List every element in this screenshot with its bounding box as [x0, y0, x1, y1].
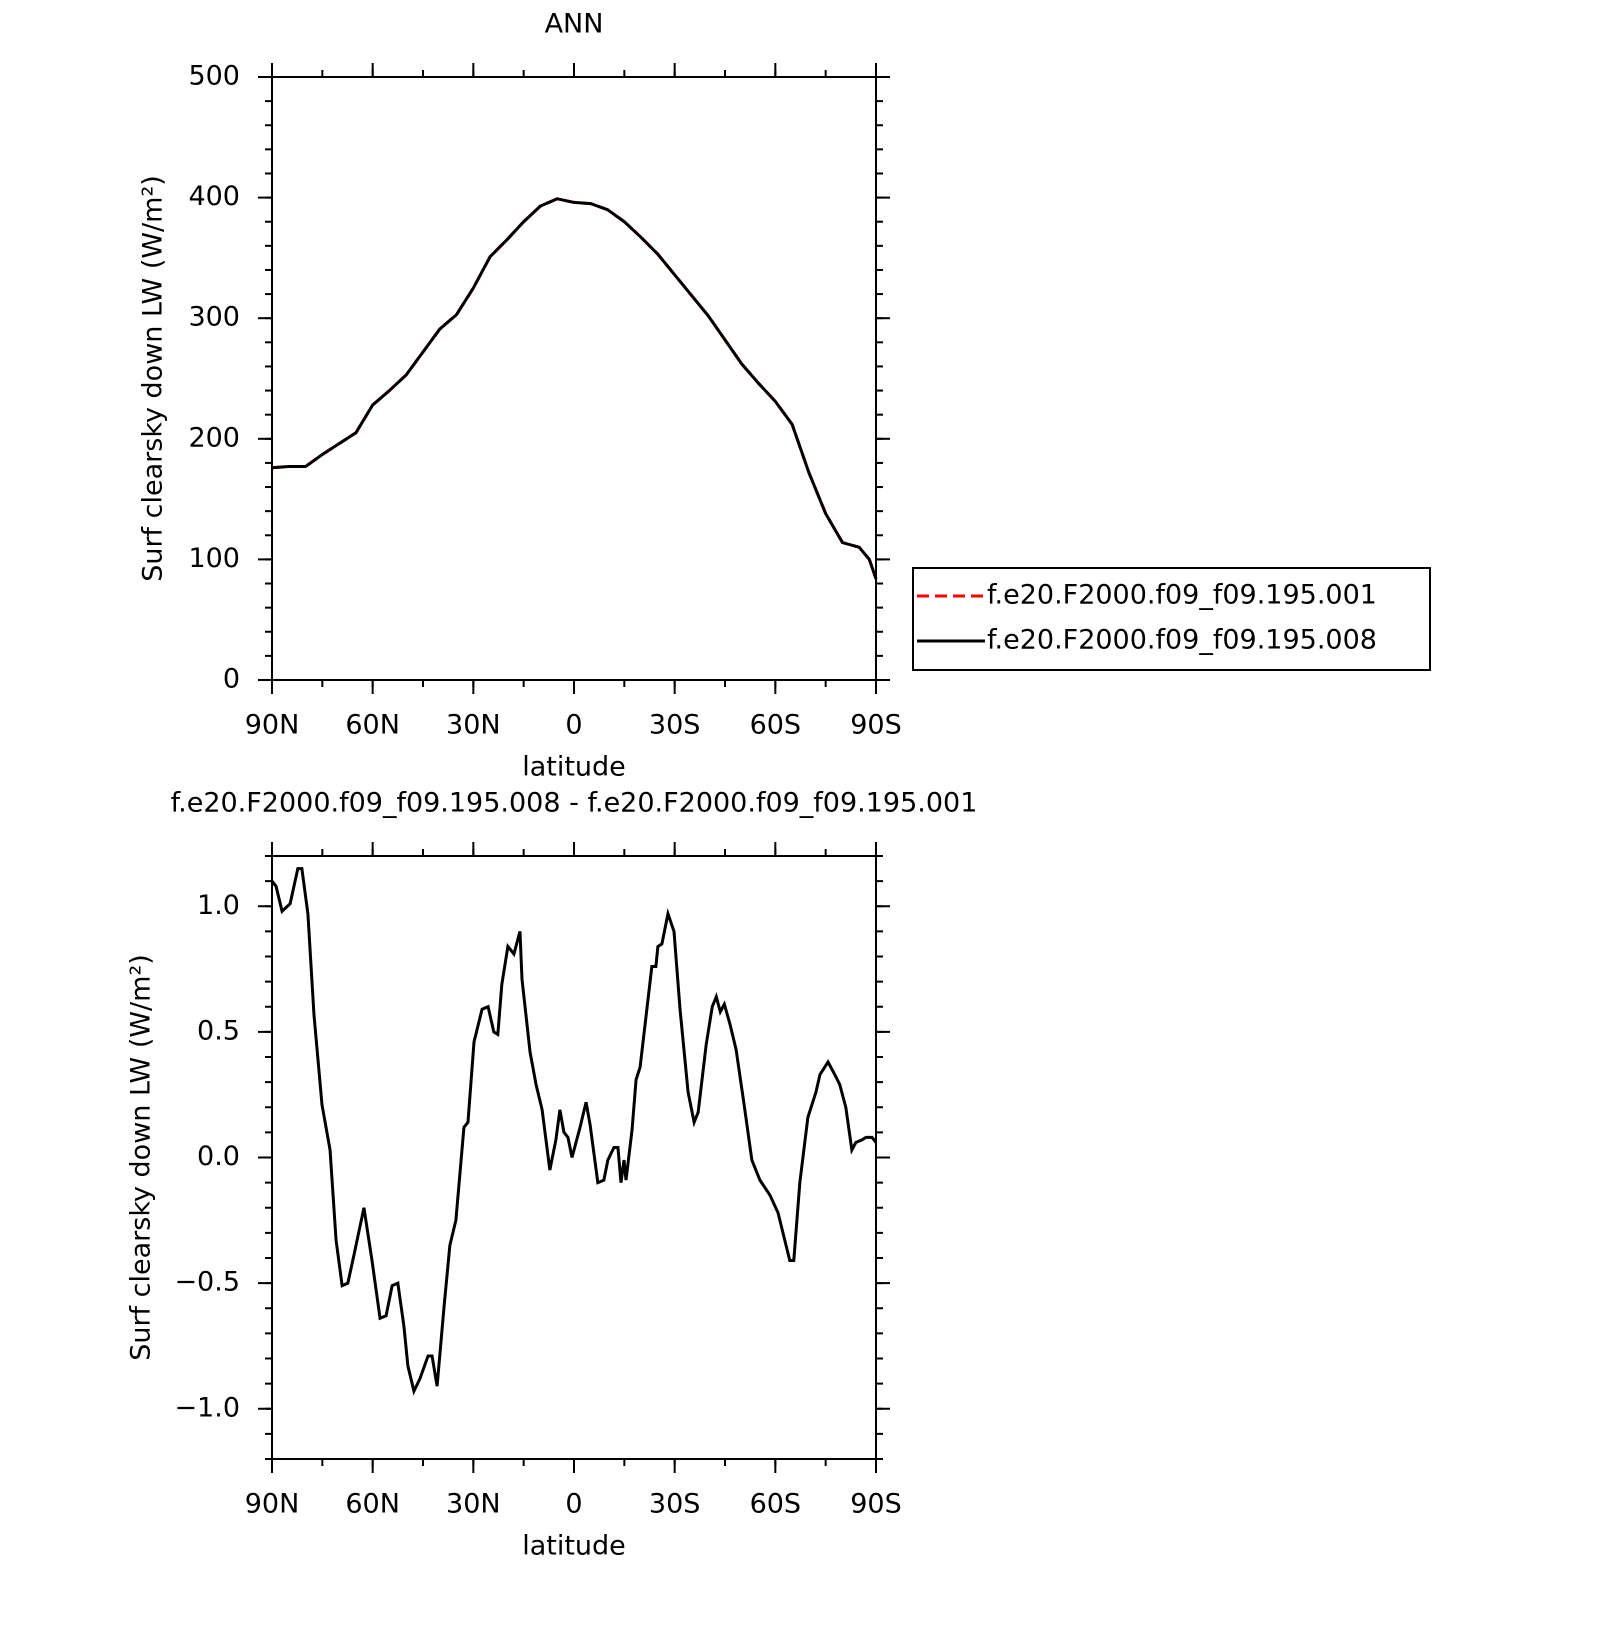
- y-tick-label: 300: [188, 302, 240, 333]
- x-tick-label: 30N: [446, 1489, 501, 1520]
- legend-label: f.e20.F2000.f09_f09.195.008: [987, 625, 1377, 656]
- series-line: [271, 197, 878, 580]
- y-tick-label: 400: [188, 181, 240, 212]
- y-tick-label: 100: [188, 543, 240, 574]
- x-tick-label: 90S: [850, 710, 902, 741]
- y-tick-label: 0: [223, 664, 240, 695]
- x-tick-label: 90N: [245, 710, 300, 741]
- x-tick-label: 60N: [345, 1489, 400, 1520]
- y-tick-label: 0.0: [197, 1141, 240, 1172]
- y-tick-label: 200: [188, 422, 240, 453]
- legend-label: f.e20.F2000.f09_f09.195.001: [987, 580, 1377, 611]
- legend-box: [912, 567, 1431, 671]
- series-line: [270, 867, 878, 1396]
- y-tick-label: −0.5: [174, 1267, 240, 1298]
- chart-title: f.e20.F2000.f09_f09.195.008 - f.e20.F200…: [171, 788, 978, 819]
- x-axis-label: latitude: [522, 1531, 626, 1562]
- y-axis-label: Surf clearsky down LW (W/m²): [138, 175, 169, 582]
- y-tick-label: −1.0: [174, 1392, 240, 1423]
- x-tick-label: 90N: [245, 1489, 300, 1520]
- y-axis-label: Surf clearsky down LW (W/m²): [126, 954, 157, 1361]
- x-tick-label: 0: [565, 710, 582, 741]
- y-tick-label: 500: [188, 61, 240, 92]
- y-tick-label: 1.0: [197, 890, 240, 921]
- x-tick-label: 60S: [750, 710, 802, 741]
- x-axis-label: latitude: [522, 752, 626, 783]
- chart-title: ANN: [545, 9, 604, 40]
- x-tick-label: 30N: [446, 710, 501, 741]
- plot-frame: [271, 855, 877, 1460]
- series-line: [271, 197, 878, 580]
- x-tick-label: 60N: [345, 710, 400, 741]
- x-tick-label: 0: [565, 1489, 582, 1520]
- plot-frame: [271, 76, 877, 681]
- x-tick-label: 30S: [649, 710, 701, 741]
- y-tick-label: 0.5: [197, 1015, 240, 1046]
- x-tick-label: 60S: [750, 1489, 802, 1520]
- x-tick-label: 90S: [850, 1489, 902, 1520]
- x-tick-label: 30S: [649, 1489, 701, 1520]
